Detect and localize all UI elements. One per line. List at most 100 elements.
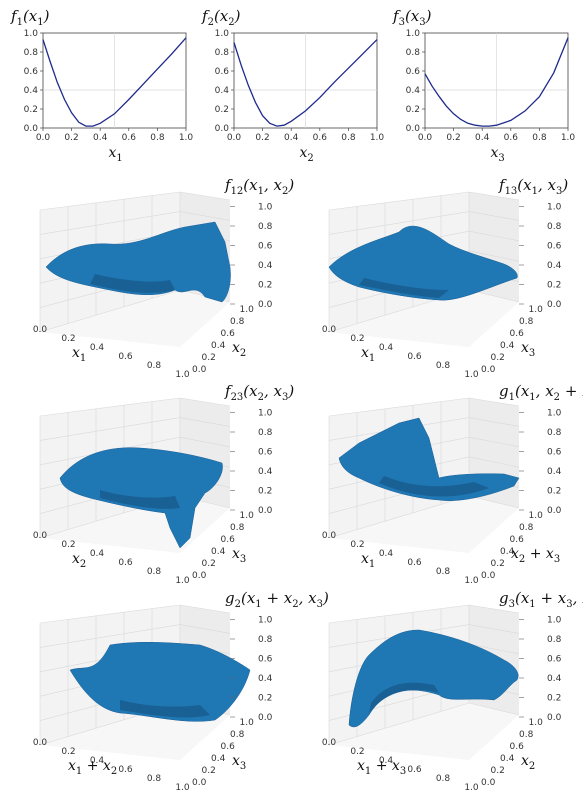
y-tick-label: 0.2 bbox=[202, 353, 216, 363]
label-part: ) bbox=[43, 7, 50, 25]
subscript: 3 bbox=[498, 153, 504, 164]
label-part: , x bbox=[536, 382, 555, 400]
panel-title: f12(x1, x2) bbox=[224, 176, 294, 197]
z-tick-label: 0.0 bbox=[547, 713, 562, 723]
x-axis-label: x1 + x3 bbox=[357, 758, 406, 777]
subscript: 1 bbox=[80, 353, 86, 364]
y-tick-label: 0.8 bbox=[519, 523, 534, 533]
x-tick-label: 0.6 bbox=[407, 765, 422, 775]
y-tick-label: 0.0 bbox=[215, 124, 230, 134]
y-tick-label: 1.0 bbox=[215, 29, 230, 39]
label-part: + x bbox=[262, 589, 293, 607]
z-tick-label: 0.2 bbox=[258, 281, 272, 291]
y-tick-label: 0.8 bbox=[215, 48, 230, 58]
x-tick-label: 0.0 bbox=[418, 133, 433, 143]
chart-title: f3(x3) bbox=[392, 7, 432, 28]
label-part: x bbox=[109, 145, 117, 161]
pane-grid-line bbox=[468, 397, 520, 407]
floor-pane bbox=[329, 496, 519, 553]
y-tick-label: 0.0 bbox=[192, 365, 207, 375]
z-tick-label: 1.0 bbox=[547, 203, 562, 213]
label-part: f bbox=[392, 7, 401, 25]
label-part: ) bbox=[287, 382, 294, 400]
subscript: 3 bbox=[282, 392, 288, 403]
subscript: 1 bbox=[76, 766, 82, 777]
x-tick-label: 0.2 bbox=[350, 334, 364, 344]
subscript: 1 bbox=[258, 186, 264, 197]
surface-shadow bbox=[359, 278, 449, 298]
label-part: , x bbox=[264, 176, 283, 194]
surface-shadow bbox=[120, 700, 210, 718]
x-tick-label: 1.0 bbox=[370, 133, 385, 143]
surface-shadow bbox=[369, 682, 439, 713]
pane-grid-line bbox=[39, 604, 181, 624]
x-tick-label: 0.8 bbox=[436, 774, 451, 784]
label-part: (x bbox=[515, 589, 530, 607]
subscript: 2 bbox=[111, 766, 117, 777]
label-part: f bbox=[224, 382, 233, 400]
label-part: , x bbox=[264, 382, 283, 400]
subscript: 3 bbox=[509, 599, 515, 610]
x-tick-label: 0.0 bbox=[33, 738, 48, 748]
y-axis-label: x2 bbox=[521, 753, 535, 772]
label-part: f bbox=[10, 7, 19, 25]
pane-grid-line bbox=[179, 191, 231, 201]
label-part: f bbox=[224, 176, 233, 194]
x-tick-label: 0.2 bbox=[61, 747, 75, 757]
subscript: 2 bbox=[258, 392, 264, 403]
subscript: 1 bbox=[255, 599, 261, 610]
x-tick-label: 0.2 bbox=[350, 540, 364, 550]
label-part: x bbox=[68, 758, 76, 774]
subscript: 3 bbox=[240, 554, 246, 565]
y-tick-label: 0.2 bbox=[202, 766, 216, 776]
label-part: (x bbox=[241, 589, 256, 607]
line-chart-2: 0.0 0.2 0.4 0.6 0.8 1.00.00.20.40.60.81.0f2(x… bbox=[201, 7, 384, 164]
y-tick-label: 1.0 bbox=[529, 718, 544, 728]
subscript: 3 bbox=[556, 186, 562, 197]
y-tick-label: 0.6 bbox=[221, 742, 236, 752]
x-tick-label: 0.6 bbox=[504, 133, 519, 143]
y-axis-label: x3 bbox=[232, 546, 246, 565]
y-tick-label: 1.0 bbox=[24, 29, 39, 39]
y-tick-label: 1.0 bbox=[529, 511, 544, 521]
z-tick-label: 0.2 bbox=[547, 487, 561, 497]
x-tick-label: 0.2 bbox=[350, 747, 364, 757]
subscript: 2 bbox=[80, 559, 86, 570]
y-axis-label: x3 bbox=[521, 340, 535, 359]
x-tick-label: 0.6 bbox=[122, 133, 137, 143]
pane-grid-line bbox=[179, 211, 231, 221]
y-tick-label: 0.4 bbox=[211, 754, 226, 764]
z-tick-label: 0.4 bbox=[258, 261, 273, 271]
x-tick-label: 0.0 bbox=[322, 738, 337, 748]
label-part: x bbox=[361, 345, 369, 361]
x-tick-label: 0.6 bbox=[118, 558, 133, 568]
chart-title: f2(x2) bbox=[201, 7, 241, 28]
x-tick-label: 0.6 bbox=[118, 765, 133, 775]
pane-grid-line bbox=[468, 230, 520, 242]
y-tick-label: 0.2 bbox=[24, 105, 38, 115]
subscript: 3 bbox=[399, 17, 405, 28]
x-tick-label: 1.0 bbox=[464, 576, 479, 586]
label-part: x bbox=[521, 753, 529, 769]
y-tick-label: 0.6 bbox=[510, 742, 525, 752]
y-tick-label: 0.8 bbox=[230, 523, 245, 533]
subscript: 3 bbox=[317, 599, 323, 610]
surface-mesh bbox=[69, 642, 251, 722]
x-tick-label: 1.0 bbox=[179, 133, 194, 143]
x-tick-label: 0.2 bbox=[64, 133, 78, 143]
pane-grid-line bbox=[468, 604, 520, 614]
line-chart-3: 0.0 0.2 0.4 0.6 0.8 1.00.00.20.40.60.81.0f3(x… bbox=[392, 7, 575, 164]
subscript: 2 bbox=[292, 599, 298, 610]
z-tick-label: 0.0 bbox=[547, 300, 562, 310]
y-tick-label: 0.4 bbox=[500, 341, 515, 351]
y-tick-label: 0.8 bbox=[519, 317, 534, 327]
z-tick-label: 0.0 bbox=[547, 506, 562, 516]
x-tick-label: 0.4 bbox=[379, 549, 394, 559]
label-part: x bbox=[357, 758, 365, 774]
z-tick-label: 0.8 bbox=[547, 222, 562, 232]
x-tick-label: 0.8 bbox=[150, 133, 165, 143]
x-tick-label: 0.0 bbox=[227, 133, 242, 143]
pane-grid-line bbox=[39, 191, 181, 211]
subscript: 2 bbox=[529, 761, 535, 772]
